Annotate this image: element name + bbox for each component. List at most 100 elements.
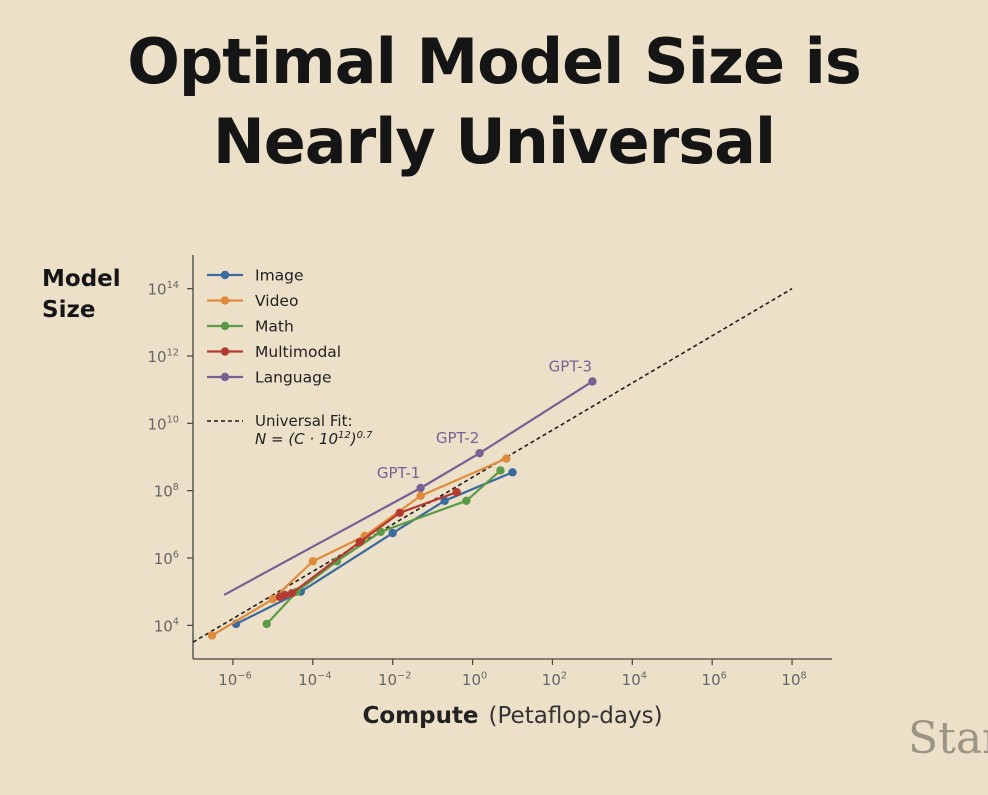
y-tick-label-0: 104 — [154, 617, 179, 636]
slide-title-line-2: Nearly Universal — [212, 105, 776, 178]
y-tick-label-1-exp: 6 — [173, 549, 179, 560]
legend-marker-math — [220, 321, 230, 331]
y-tick-label-2: 108 — [154, 482, 179, 501]
y-tick-label-0-base: 10 — [154, 617, 173, 635]
legend-label-universal-fit: Universal Fit: — [255, 412, 353, 430]
x-tick-label-5-exp: 4 — [641, 670, 647, 681]
series-video — [207, 454, 511, 640]
series-line-image — [235, 471, 513, 625]
universal-fit-line — [192, 287, 793, 643]
series-line-language — [223, 380, 593, 596]
legend-marker-image — [220, 270, 230, 280]
x-tick-label-2: 10−2 — [378, 670, 411, 689]
x-tick-label-5: 104 — [622, 670, 647, 689]
axes: 10−6 10−4 10−2 100 102 104 106 1081041061081010… — [147, 255, 832, 689]
series-point-language-2 — [588, 377, 597, 386]
annotation-gpt-3: GPT-3 — [549, 357, 592, 375]
legend: Image Video Math Multimodal Language Universa… — [207, 267, 373, 448]
legend-formula-exp-outer: 0.7 — [357, 430, 374, 441]
x-tick-label-6-base: 10 — [702, 671, 721, 689]
series-point-video-0 — [207, 631, 217, 640]
series-point-multimodal-1 — [280, 590, 290, 600]
series-language — [223, 377, 597, 596]
series-point-multimodal-3 — [355, 537, 364, 547]
series-layer — [207, 377, 597, 640]
legend-label-language: Language — [255, 369, 332, 387]
series-line-math — [265, 469, 502, 625]
series-point-multimodal-2 — [287, 589, 297, 598]
series-point-math-2 — [332, 557, 342, 566]
series-point-multimodal-5 — [452, 488, 461, 497]
annotation-gpt-1: GPT-1 — [377, 464, 420, 482]
y-axis-label-line-2: Size — [42, 297, 96, 323]
series-point-video-2 — [308, 557, 318, 566]
y-tick-label-5-base: 10 — [147, 281, 166, 299]
y-tick-label-5: 1014 — [147, 280, 179, 299]
series-point-multimodal-4 — [395, 508, 404, 518]
x-tick-label-3-base: 10 — [462, 671, 481, 689]
y-tick-label-4-base: 10 — [147, 348, 166, 366]
universal-fit-layer — [192, 287, 793, 643]
y-tick-label-0-exp: 4 — [173, 617, 179, 628]
slide-title-line-1: Optimal Model Size is — [127, 25, 862, 98]
series-point-language-1 — [475, 448, 484, 458]
x-tick-label-3: 100 — [462, 670, 487, 689]
legend-label-multimodal: Multimodal — [255, 343, 341, 361]
y-tick-label-3-base: 10 — [147, 415, 166, 433]
y-tick-label-1-base: 10 — [154, 550, 173, 568]
legend-formula-close: ) — [350, 430, 357, 448]
y-axis-label: Model Size — [42, 264, 121, 326]
series-point-video-4 — [416, 491, 425, 501]
watermark-logo: Star — [908, 713, 988, 764]
y-tick-label-3-exp: 10 — [167, 415, 179, 426]
x-axis-label-main: Compute — [362, 703, 479, 729]
legend-formula: N = (C · 1012)0.7 — [255, 430, 373, 448]
legend-label-video: Video — [255, 292, 298, 310]
x-tick-label-0: 10−6 — [218, 670, 251, 689]
series-point-image-2 — [388, 528, 397, 538]
series-point-video-1 — [268, 594, 278, 604]
y-axis-label-line-1: Model — [42, 266, 121, 292]
x-tick-label-4-exp: 2 — [561, 670, 567, 681]
series-image — [231, 468, 517, 629]
series-line-multimodal — [279, 491, 458, 598]
x-tick-label-7-exp: 8 — [801, 670, 807, 681]
y-tick-label-2-exp: 8 — [173, 482, 179, 493]
x-tick-label-0-base: 10 — [218, 671, 237, 689]
legend-marker-video — [220, 296, 230, 305]
series-point-math-3 — [376, 527, 385, 537]
x-tick-label-3-exp: 0 — [481, 670, 487, 681]
y-tick-label-4: 1012 — [147, 347, 179, 366]
y-tick-label-2-base: 10 — [154, 483, 173, 501]
x-tick-label-6: 106 — [702, 670, 727, 689]
x-axis-label: Compute (Petaflop-days) — [0, 703, 988, 729]
legend-label-image: Image — [255, 267, 304, 285]
x-tick-label-2-base: 10 — [378, 671, 397, 689]
series-line-video — [211, 457, 507, 637]
legend-label-math: Math — [255, 318, 294, 336]
legend-formula-base: N = (C · 10 — [255, 430, 338, 448]
annotation-gpt-2: GPT-2 — [436, 429, 479, 447]
x-tick-label-4: 102 — [542, 670, 567, 689]
x-tick-label-6-exp: 6 — [721, 670, 727, 681]
y-tick-label-3: 1010 — [147, 415, 179, 434]
x-tick-label-0-exp: −6 — [237, 670, 251, 681]
x-axis-label-unit: (Petaflop-days) — [488, 703, 663, 729]
legend-marker-language — [220, 372, 230, 382]
annotation-layer: GPT-1 GPT-2 GPT-3 — [377, 357, 592, 482]
series-point-image-3 — [440, 496, 449, 506]
y-tick-label-4-exp: 12 — [167, 347, 179, 358]
legend-marker-multimodal — [220, 347, 230, 356]
legend-formula-exp-inner: 12 — [338, 430, 351, 441]
y-tick-label-5-exp: 14 — [167, 280, 179, 291]
series-point-math-0 — [262, 619, 271, 629]
x-tick-label-1-exp: −4 — [317, 670, 331, 681]
series-point-image-4 — [508, 468, 517, 477]
x-tick-label-7: 108 — [781, 670, 806, 689]
series-multimodal — [275, 488, 461, 602]
x-tick-label-7-base: 10 — [781, 671, 800, 689]
x-tick-label-1-base: 10 — [298, 671, 317, 689]
x-tick-label-2-exp: −2 — [397, 670, 411, 681]
series-point-language-0 — [416, 483, 425, 493]
